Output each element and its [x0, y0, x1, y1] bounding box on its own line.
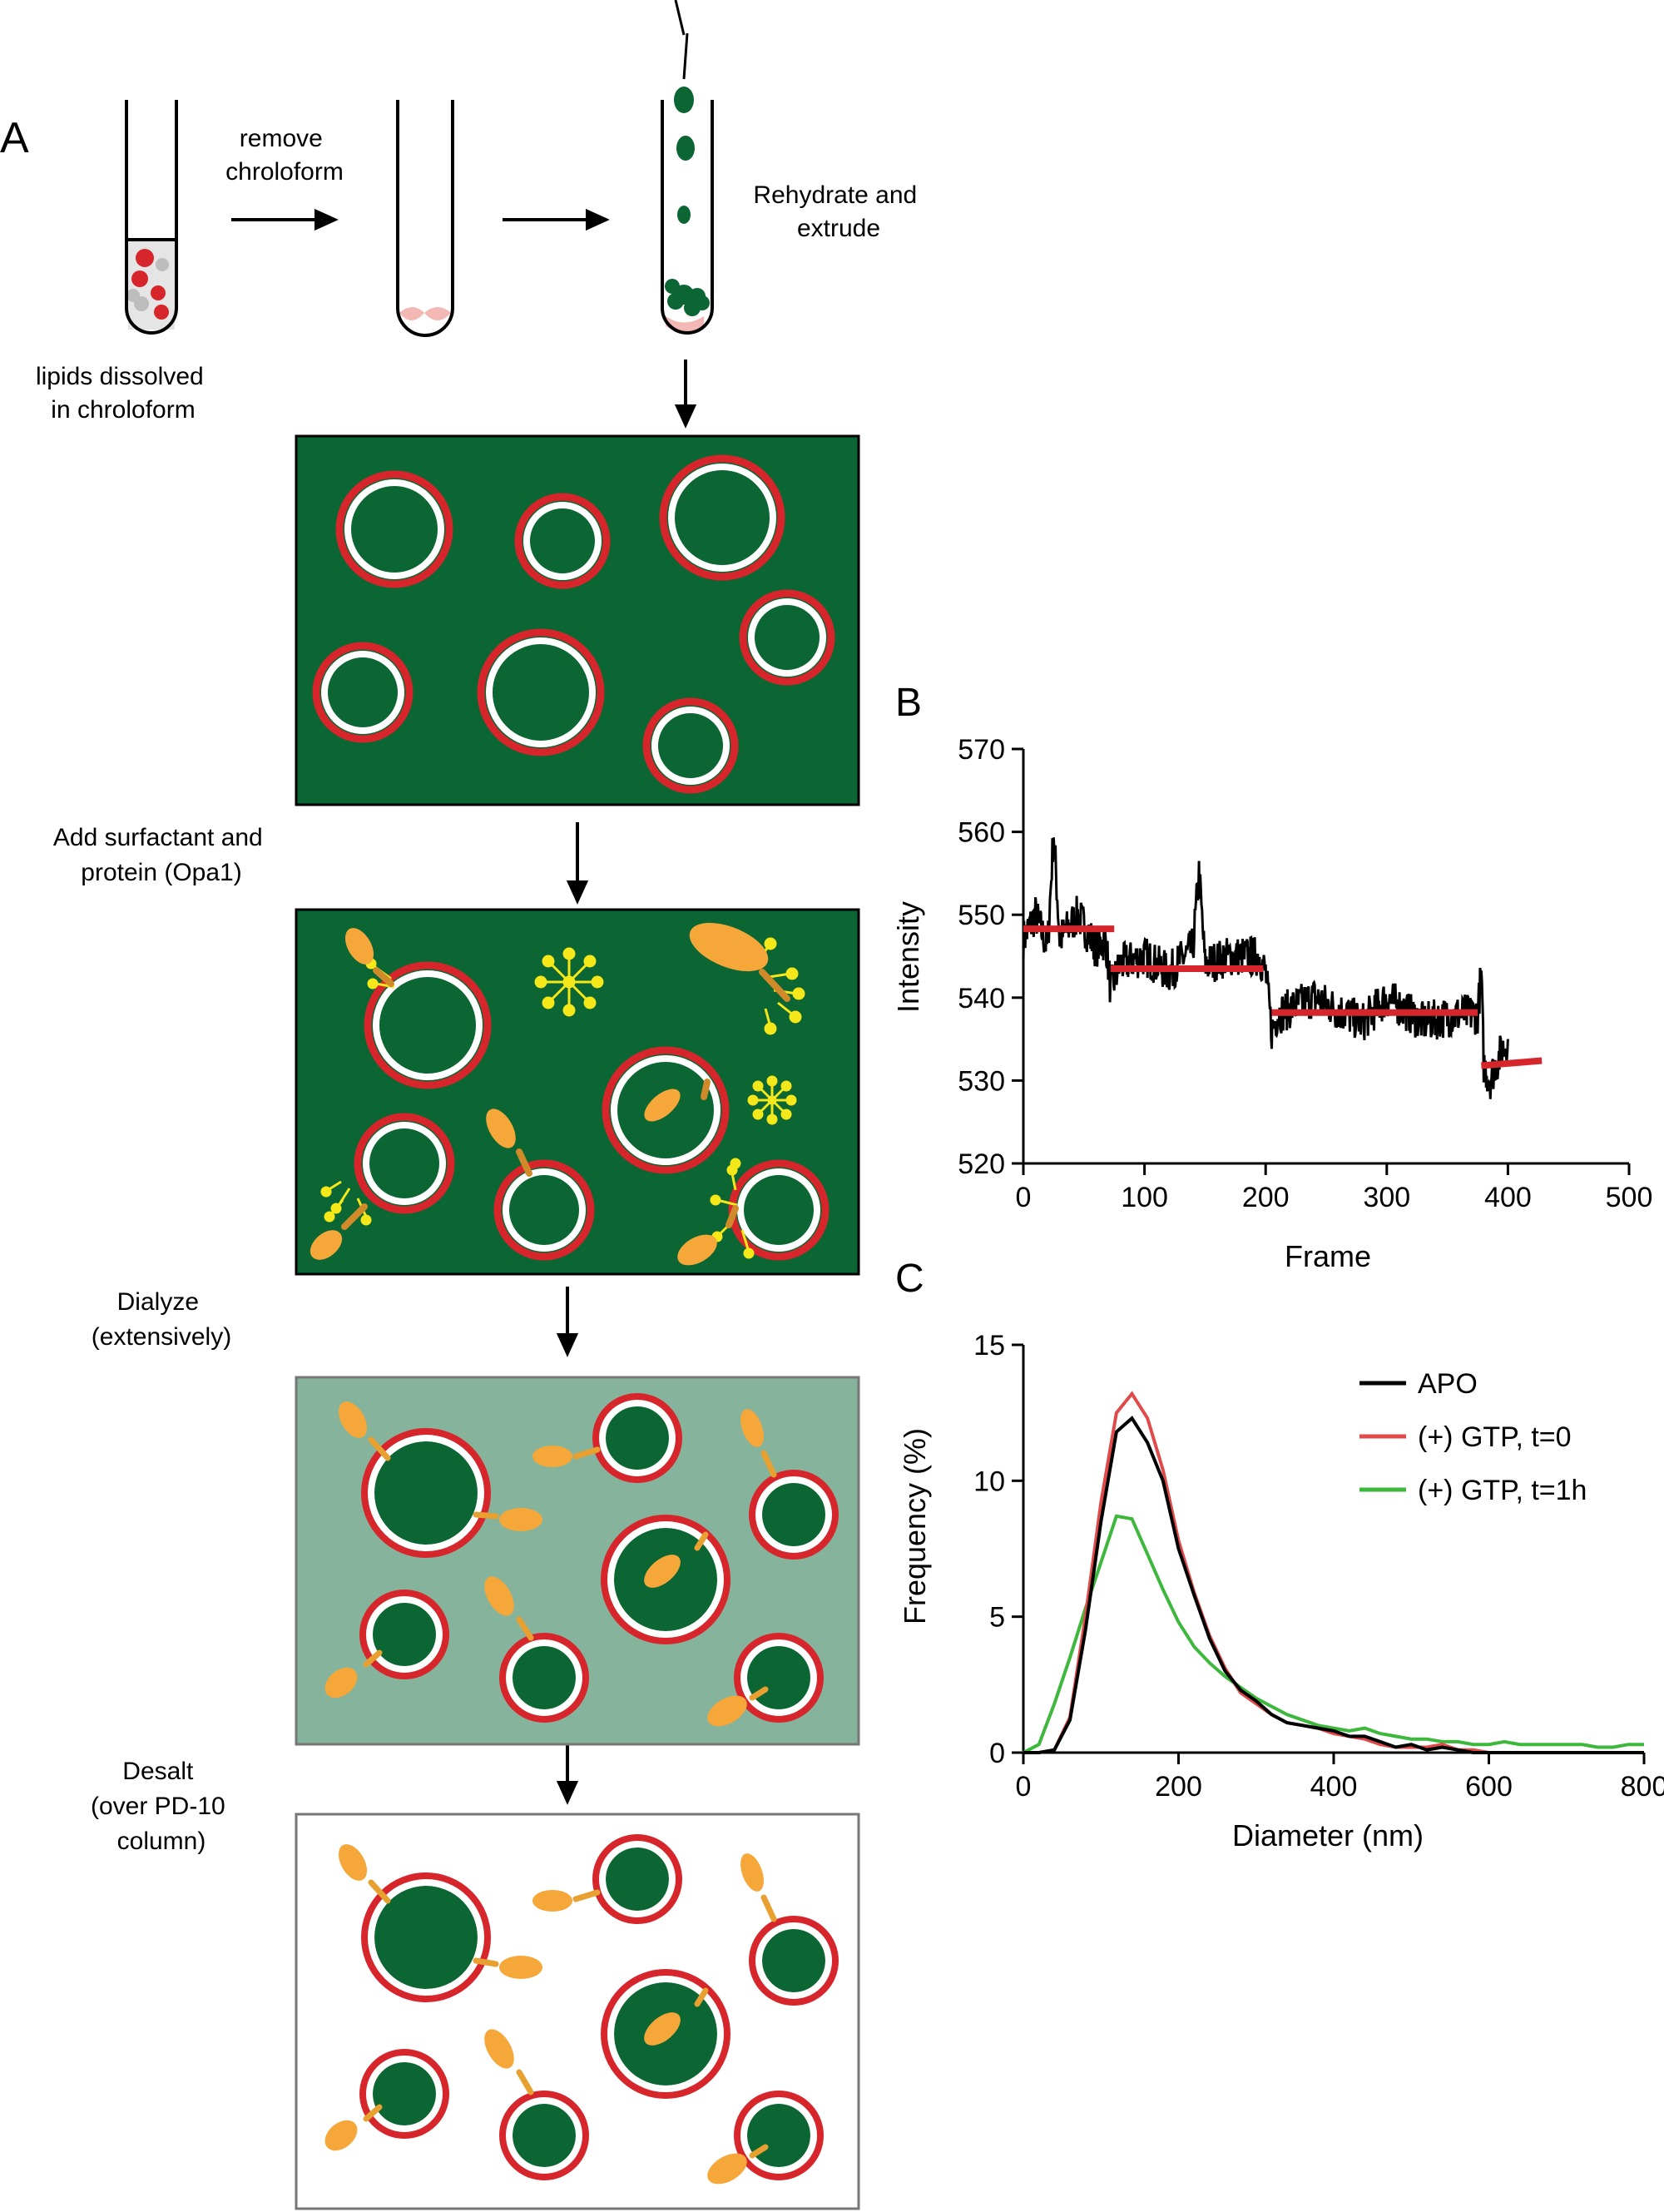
step-rehydrate-label: Rehydrate and extrude — [753, 181, 924, 242]
process-arrows — [231, 208, 697, 1805]
chart-c-series-line — [1023, 1416, 1644, 1754]
chart-b-xlabel: Frame — [1285, 1239, 1371, 1273]
chart-c-ytick-label: 15 — [973, 1330, 1005, 1361]
step-dialyze-label: Dialyze (extensively) — [92, 1288, 231, 1351]
chart-b-xtick-label: 0 — [1016, 1182, 1032, 1213]
tube-dried-lipid-film — [396, 100, 454, 337]
chart-c-legend-label: (+) GTP, t=1h — [1418, 1475, 1587, 1506]
chart-b-step-fit — [1481, 1057, 1543, 1069]
chart-b-xtick-label: 100 — [1121, 1182, 1168, 1213]
chart-b-xtick-label: 500 — [1606, 1182, 1653, 1213]
box-surfactant-protein — [295, 908, 860, 1276]
chart-b-ytick-label: 570 — [958, 734, 1005, 766]
panel-a-letter: A — [0, 114, 29, 162]
tube1-caption: lipids dissolved in chroloform — [36, 363, 210, 424]
step-add-surfactant-label: Add surfactant and protein (Opa1) — [53, 824, 270, 886]
chart-b-xtick-label: 300 — [1363, 1182, 1410, 1213]
chart-c-xtick-label: 600 — [1465, 1771, 1513, 1803]
box-liposomes — [295, 434, 860, 806]
chart-b-intensity-trace — [1022, 837, 1509, 1099]
chart-c-ytick-label: 0 — [989, 1738, 1005, 1769]
box-dialyzed — [295, 1376, 860, 1746]
step-desalt-label: Desalt (over PD-10 column) — [91, 1758, 232, 1855]
chart-c-legend-label: (+) GTP, t=0 — [1418, 1421, 1572, 1453]
chart-c-ytick-label: 5 — [989, 1602, 1005, 1634]
chart-c-xtick-label: 200 — [1155, 1771, 1202, 1803]
tube-lipids-in-chloroform — [125, 100, 178, 335]
chart-c-xtick-label: 400 — [1310, 1771, 1358, 1803]
box-desalted — [295, 1813, 860, 2210]
chart-b-ytick-label: 560 — [958, 817, 1005, 849]
chart-c: 0 5 10 15 0 200 400 600 800 APO (+) GTP, t=0 (+) G… — [898, 1330, 1664, 1852]
panel-c-letter: C — [895, 1257, 924, 1301]
chart-c-ytick-label: 10 — [973, 1466, 1005, 1497]
chart-b-ylabel: Intensity — [891, 901, 925, 1013]
chart-b-ytick-label: 540 — [958, 983, 1005, 1014]
panel-b-letter: B — [895, 681, 922, 725]
chart-b-ytick-label: 520 — [958, 1148, 1005, 1180]
step-remove-chloroform-label: remove chroloform — [225, 125, 344, 186]
chart-b: 520 530 540 550 560 570 0 100 200 300 400 500 Frame… — [891, 734, 1652, 1273]
chart-b-xtick-label: 200 — [1242, 1182, 1290, 1213]
chart-b-xtick-label: 400 — [1484, 1182, 1532, 1213]
chart-b-ytick-label: 530 — [958, 1065, 1005, 1097]
chart-b-ytick-label: 550 — [958, 900, 1005, 931]
chart-c-xlabel: Diameter (nm) — [1232, 1818, 1424, 1852]
chart-c-xtick-label: 800 — [1621, 1771, 1664, 1803]
chart-c-legend-label: APO — [1418, 1368, 1478, 1400]
chart-c-xtick-label: 0 — [1016, 1771, 1032, 1803]
tube-rehydrate-extrude — [661, 0, 714, 335]
chart-c-series-line — [1023, 1514, 1644, 1754]
chart-c-ylabel: Frequency (%) — [898, 1428, 932, 1624]
